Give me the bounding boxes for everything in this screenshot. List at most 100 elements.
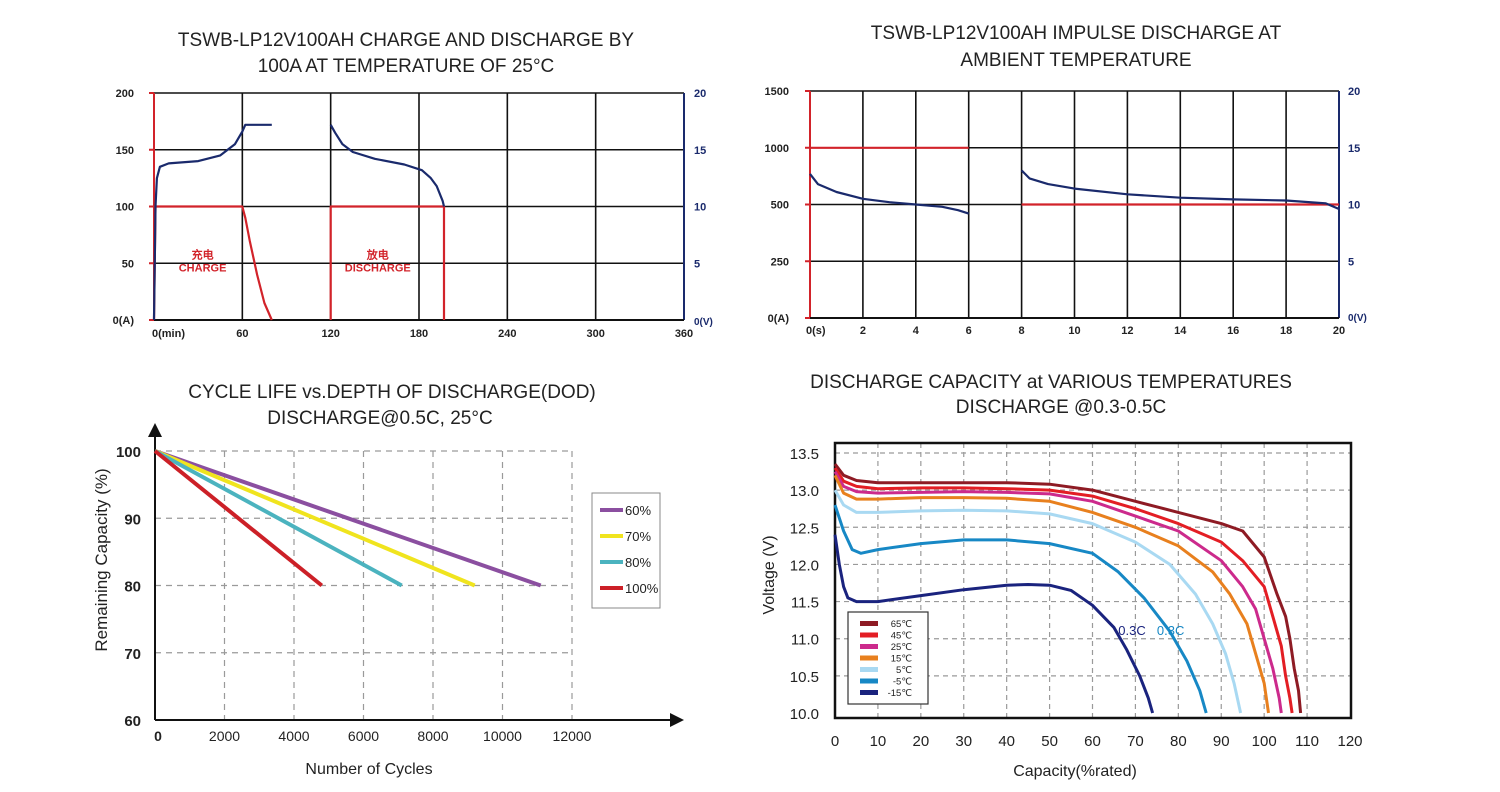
cycle-life-chart: CYCLE LIFE vs.DEPTH OF DISCHARGE(DOD) DIS…	[92, 382, 684, 778]
x-tick-label: 240	[498, 328, 516, 340]
charge-discharge-chart: TSWB-LP12V100AH CHARGE AND DISCHARGE BY 1…	[113, 30, 713, 340]
y-left-tick-label: 50	[122, 258, 134, 270]
y-tick-label: 13.5	[790, 446, 819, 463]
series-line	[809, 173, 970, 215]
x-tick-label: 90	[1213, 733, 1230, 750]
plot-frame	[833, 441, 1353, 720]
series-line	[833, 470, 1283, 714]
legend-label: -5℃	[893, 677, 912, 688]
temperature-capacity-chart: DISCHARGE CAPACITY at VARIOUS TEMPERATUR…	[761, 372, 1363, 780]
series-line	[152, 205, 273, 321]
y-tick-label: 10.0	[790, 706, 819, 723]
chart-title-line-2: 100A AT TEMPERATURE OF 25°C	[258, 56, 555, 77]
series-line	[833, 534, 1155, 714]
x-tick-label: 0(s)	[806, 325, 826, 337]
y-right-tick-label: 15	[1348, 143, 1360, 155]
legend-label: -15℃	[888, 688, 913, 699]
y-tick-label: 80	[124, 579, 141, 596]
x-tick-label: 12000	[553, 728, 592, 744]
y-left-tick-label: 250	[771, 256, 789, 268]
legend-label: 5℃	[896, 665, 912, 676]
chart-title-line-1: DISCHARGE CAPACITY at VARIOUS TEMPERATUR…	[810, 372, 1292, 393]
y-right-tick-label: 10	[1348, 200, 1360, 212]
annotation-label: DISCHARGE	[345, 263, 411, 275]
series-line	[833, 463, 1303, 714]
x-tick-label: 8000	[417, 728, 448, 744]
series-line	[833, 467, 1294, 714]
x-tick-label: 2000	[209, 728, 240, 744]
series-line	[153, 449, 324, 588]
annotation-cn: 充电	[192, 248, 214, 262]
y-tick-label: 12.5	[790, 520, 819, 537]
x-tick-label: 30	[955, 733, 972, 750]
x-tick-label: 4	[913, 325, 920, 337]
y-right-tick-label: 5	[694, 258, 700, 270]
y-axis-label: Voltage (V)	[761, 535, 778, 614]
annotation-cn: 放电	[366, 248, 389, 262]
legend-label: 80%	[625, 555, 651, 570]
y-left-tick-label: 200	[116, 88, 134, 100]
x-tick-label: 2	[860, 325, 866, 337]
curve-annotation: 0.3C	[1157, 623, 1184, 638]
x-tick-label: 6000	[348, 728, 379, 744]
x-tick-label: 8	[1019, 325, 1025, 337]
y-tick-label: 10.5	[790, 669, 819, 686]
chart-title-line-1: TSWB-LP12V100AH CHARGE AND DISCHARGE BY	[178, 30, 634, 51]
x-tick-label: 18	[1280, 325, 1292, 337]
series-line	[833, 474, 1270, 714]
x-tick-label: 110	[1295, 733, 1319, 750]
annotation-label: CHARGE	[179, 263, 227, 275]
series-line	[154, 449, 476, 588]
legend-label: 25℃	[891, 642, 913, 653]
x-tick-label: 180	[410, 328, 428, 340]
series-line	[329, 124, 446, 207]
x-tick-label: 50	[1041, 733, 1058, 750]
y-right-tick-label: 0(V)	[694, 317, 713, 328]
x-tick-label: 300	[586, 328, 604, 340]
x-tick-label: 4000	[278, 728, 309, 744]
y-tick-label: 60	[124, 713, 141, 730]
legend-swatch	[860, 644, 878, 649]
legend-swatch	[860, 667, 878, 672]
legend-label: 65℃	[891, 619, 913, 630]
y-tick-label: 100	[116, 444, 141, 461]
legend-swatch	[860, 690, 878, 695]
x-axis-arrow-icon	[670, 713, 684, 727]
y-right-tick-label: 0(V)	[1348, 313, 1367, 324]
x-tick-label: 20	[1333, 325, 1345, 337]
x-tick-label: 40	[998, 733, 1015, 750]
y-tick-label: 13.0	[790, 483, 819, 500]
legend-label: 100%	[625, 581, 659, 596]
y-left-tick-label: 100	[116, 202, 134, 214]
x-tick-label: 20	[912, 733, 929, 750]
y-left-tick-label: 0(A)	[768, 313, 790, 325]
series-line	[833, 489, 1243, 714]
y-tick-label: 11.5	[791, 595, 819, 612]
legend-swatch	[860, 621, 878, 626]
x-tick-label: 14	[1174, 325, 1187, 337]
series-line	[154, 449, 542, 588]
chart-title-line-1: TSWB-LP12V100AH IMPULSE DISCHARGE AT	[871, 23, 1282, 44]
y-tick-label: 90	[124, 511, 141, 528]
x-tick-label: 16	[1227, 325, 1239, 337]
x-tick-label: 60	[1084, 733, 1101, 750]
y-left-tick-label: 1500	[765, 86, 789, 98]
series-line	[154, 449, 403, 588]
x-tick-label: 70	[1127, 733, 1144, 750]
x-tick-label: 60	[236, 328, 248, 340]
legend-label: 70%	[625, 529, 651, 544]
y-left-tick-label: 150	[116, 145, 134, 157]
y-left-tick-label: 0(A)	[113, 315, 135, 327]
chart-title-line-2: DISCHARGE@0.5C, 25°C	[267, 408, 492, 429]
x-axis-label: Capacity(%rated)	[1013, 763, 1137, 780]
x-tick-label: 120	[321, 328, 339, 340]
curve-annotation: 0.3C	[1118, 623, 1145, 638]
series-line	[152, 123, 272, 321]
legend-swatch	[860, 632, 878, 638]
x-tick-label: 360	[675, 328, 693, 340]
legend-swatch	[860, 655, 878, 661]
y-left-tick-label: 1000	[765, 143, 789, 155]
series-line	[329, 205, 446, 320]
y-axis-label: Remaining Capacity (%)	[92, 468, 111, 651]
chart-title-line-2: DISCHARGE @0.3-0.5C	[956, 397, 1166, 418]
